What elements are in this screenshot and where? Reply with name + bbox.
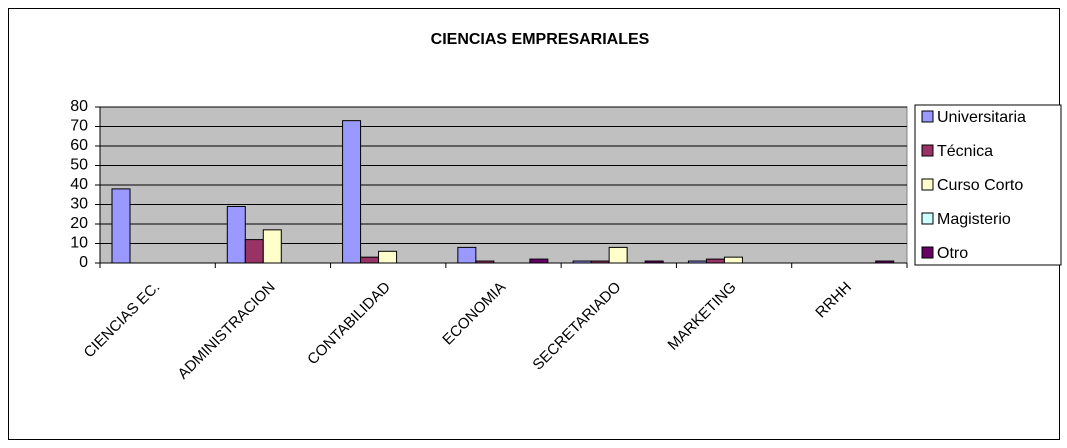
legend-swatch (921, 246, 934, 259)
bar (244, 239, 264, 264)
bar (457, 246, 477, 264)
y-tick-label: 80 (70, 98, 88, 115)
y-tick-label: 30 (70, 196, 88, 213)
legend (914, 104, 1062, 266)
legend-label: Técnica (937, 143, 993, 160)
legend-swatch (921, 178, 934, 191)
bar (723, 256, 743, 264)
legend-label: Curso Corto (937, 177, 1023, 194)
y-tick-label: 10 (70, 235, 88, 252)
legend-label: Otro (937, 245, 968, 262)
legend-swatch (921, 144, 934, 157)
bar (705, 258, 725, 264)
y-tick-label: 70 (70, 118, 88, 135)
bar (262, 229, 282, 264)
y-tick-label: 40 (70, 176, 88, 193)
legend-label: Universitaria (937, 109, 1026, 126)
bar (342, 120, 362, 264)
legend-swatch (921, 110, 934, 123)
legend-label: Magisterio (937, 211, 1011, 228)
y-tick-label: 0 (79, 254, 88, 271)
legend-swatch (921, 212, 934, 225)
y-tick-label: 50 (70, 157, 88, 174)
chart-title: CIENCIAS EMPRESARIALES (431, 31, 650, 48)
bar (378, 250, 398, 264)
bar (529, 258, 549, 264)
bar (226, 205, 246, 264)
y-tick-label: 60 (70, 137, 88, 154)
bar (111, 188, 131, 264)
bar (608, 246, 628, 264)
bar (360, 256, 380, 264)
y-tick-label: 20 (70, 215, 88, 232)
